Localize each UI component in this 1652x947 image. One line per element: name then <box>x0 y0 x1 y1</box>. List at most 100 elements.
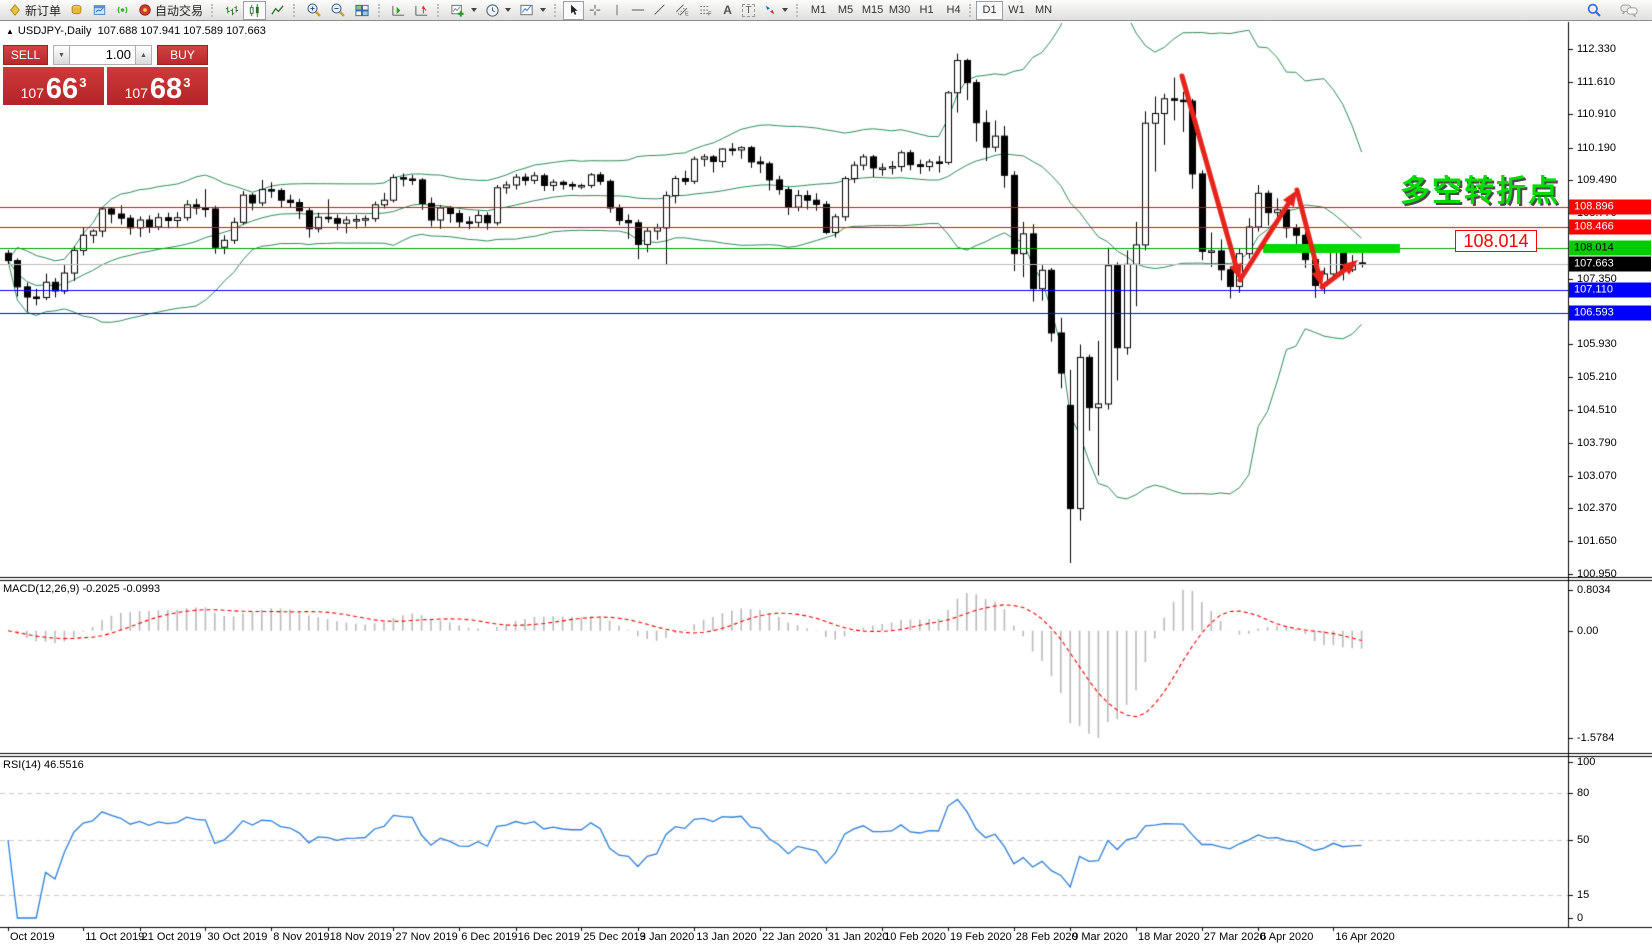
periods-button[interactable] <box>481 1 515 20</box>
buy-price-prefix: 107 <box>124 84 148 101</box>
buy-price-display[interactable]: 107 68 3 <box>107 67 208 105</box>
text-button[interactable]: A <box>717 1 738 20</box>
equidistant-channel-button[interactable]: E <box>671 1 694 20</box>
dropdown-caret-icon <box>505 8 512 12</box>
sell-price-display[interactable]: 107 66 3 <box>3 67 104 105</box>
svg-text:F: F <box>708 11 712 17</box>
toolbar-grip <box>554 3 557 17</box>
candlestick-chart-icon <box>247 3 262 18</box>
arrows-icon <box>763 3 777 17</box>
volume-input[interactable]: 1.00 <box>70 45 135 65</box>
new-order-button[interactable]: 新订单 <box>4 1 65 20</box>
volume-decrease-button[interactable]: ▼ <box>53 45 70 65</box>
auto-scroll-icon <box>391 3 406 18</box>
horizontal-line-icon <box>631 3 645 17</box>
toolbar-group-timeframes: M1 M5 M15 M30 H1 H4 D1 W1 MN <box>803 0 1059 20</box>
auto-scroll-button[interactable] <box>387 1 410 20</box>
new-order-icon <box>8 3 22 17</box>
timeframe-w1-button[interactable]: W1 <box>1008 4 1025 16</box>
sell-button[interactable]: SELL <box>3 45 48 65</box>
volume-increase-button[interactable]: ▲ <box>135 45 152 65</box>
timeframe-h1-button[interactable]: H1 <box>919 4 934 16</box>
sell-price-prefix: 107 <box>20 84 44 101</box>
timeframe-m1-button[interactable]: M1 <box>810 4 827 16</box>
crosshair-button[interactable] <box>584 1 606 20</box>
templates-icon <box>519 3 535 18</box>
toolbar-grip <box>211 3 214 17</box>
bar-chart-icon <box>224 3 239 18</box>
cursor-icon <box>567 3 580 17</box>
one-click-trading-panel: SELL ▼ 1.00 ▲ BUY 107 66 3 107 68 3 <box>3 45 208 105</box>
chat-button[interactable] <box>1616 1 1642 20</box>
text-label-icon: T <box>742 3 755 17</box>
tile-windows-button[interactable] <box>350 1 374 20</box>
zoom-out-button[interactable] <box>326 1 350 20</box>
zoom-in-button[interactable] <box>302 1 326 20</box>
toolbar-group-right <box>1582 1 1650 20</box>
zoom-out-icon <box>330 2 346 18</box>
profiles-icon <box>69 3 84 17</box>
signal-icon <box>115 3 130 17</box>
zoom-in-icon <box>306 2 322 18</box>
vertical-line-icon <box>611 3 623 17</box>
line-chart-button[interactable] <box>266 1 289 20</box>
chart-shift-button[interactable] <box>410 1 433 20</box>
arrows-button[interactable] <box>759 1 792 20</box>
text-icon: A <box>723 3 732 17</box>
chat-icon <box>1620 3 1638 18</box>
timeframe-m5-button[interactable]: M5 <box>837 4 854 16</box>
toolbar-group-zoom <box>300 0 376 20</box>
new-order-label: 新订单 <box>25 3 62 18</box>
dropdown-caret-icon <box>471 8 478 12</box>
tile-windows-icon <box>354 3 370 18</box>
timeframe-mn-button[interactable]: MN <box>1034 4 1053 16</box>
sell-price-sup: 3 <box>79 75 87 90</box>
autotrading-label: 自动交易 <box>155 3 204 18</box>
vertical-line-button[interactable] <box>606 1 627 20</box>
profiles-button[interactable] <box>65 1 88 20</box>
fibonacci-button[interactable]: F <box>694 1 717 20</box>
timeframe-m15-button[interactable]: M15 <box>861 4 884 16</box>
indicators-icon <box>450 3 466 18</box>
cursor-button[interactable] <box>563 0 585 20</box>
toolbar-grip <box>969 3 972 17</box>
toolbar-group-orders: 新订单 自动交易 <box>2 0 209 20</box>
toolbar-grip <box>437 3 440 17</box>
horizontal-line-button[interactable] <box>627 1 649 20</box>
crosshair-icon <box>588 3 602 17</box>
bar-chart-button[interactable] <box>220 1 243 20</box>
timeframe-h4-button[interactable]: H4 <box>946 4 961 16</box>
toolbar-grip <box>378 3 381 17</box>
search-button[interactable] <box>1582 1 1606 20</box>
trendline-icon <box>653 3 667 17</box>
buy-price-sup: 3 <box>183 75 191 90</box>
market-watch-icon <box>92 3 107 17</box>
indicators-button[interactable] <box>446 1 481 20</box>
templates-button[interactable] <box>515 1 550 20</box>
toolbar-group-drawing: E F A T <box>561 0 794 20</box>
timeframe-d1-button[interactable]: D1 <box>976 0 1004 20</box>
line-chart-icon <box>270 3 285 18</box>
autotrading-button[interactable]: 自动交易 <box>134 1 207 20</box>
signal-button[interactable] <box>111 1 134 20</box>
sell-price-main: 66 <box>45 73 79 106</box>
dropdown-caret-icon <box>782 8 789 12</box>
equidistant-channel-icon: E <box>675 3 690 17</box>
fibonacci-icon: F <box>698 3 713 17</box>
toolbar-group-chart-types <box>218 0 291 20</box>
toolbar-grip <box>293 3 296 17</box>
timeframe-m30-button[interactable]: M30 <box>888 4 911 16</box>
toolbar: 新订单 自动交易 <box>0 0 1652 21</box>
toolbar-grip <box>796 3 799 17</box>
toolbar-group-scroll <box>385 0 435 20</box>
market-watch-button[interactable] <box>88 1 111 20</box>
buy-button[interactable]: BUY <box>157 45 208 65</box>
trendline-button[interactable] <box>649 1 671 20</box>
volume-stepper: ▼ 1.00 ▲ <box>53 45 152 65</box>
candlestick-chart-button[interactable] <box>243 0 267 20</box>
text-label-button[interactable]: T <box>738 1 759 20</box>
toolbar-group-objects <box>444 0 552 20</box>
svg-text:E: E <box>685 11 689 17</box>
